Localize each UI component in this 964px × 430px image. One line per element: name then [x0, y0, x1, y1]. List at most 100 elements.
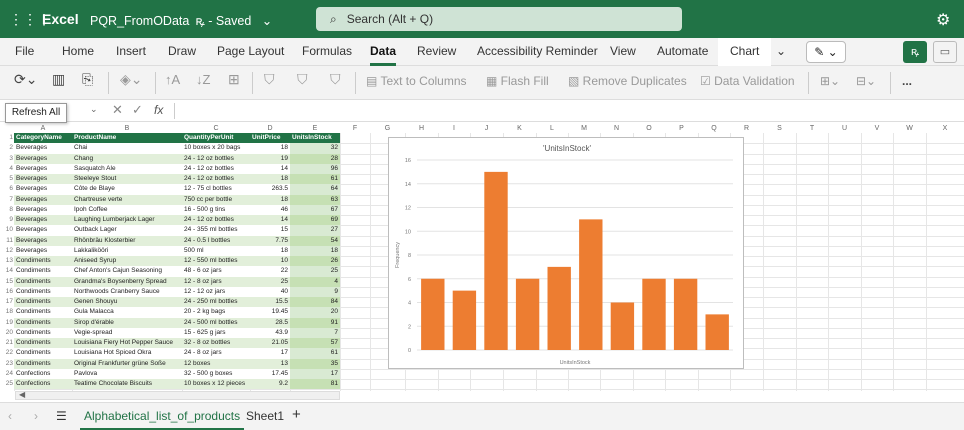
tab-file[interactable]: File — [15, 44, 35, 58]
table-cell[interactable]: Chartreuse verte — [72, 194, 182, 205]
row-header[interactable]: 17 — [5, 298, 13, 305]
table-cell[interactable]: 69 — [290, 215, 340, 226]
row-header[interactable]: 11 — [6, 236, 13, 244]
table-cell[interactable]: 14 — [250, 215, 290, 226]
table-cell[interactable]: Ipoh Coffee — [72, 204, 182, 215]
row-header[interactable]: 8 — [9, 205, 13, 213]
table-cell[interactable]: Confections — [14, 379, 72, 390]
table-cell[interactable]: Northwoods Cranberry Sauce — [72, 286, 182, 297]
column-header[interactable]: I — [453, 125, 455, 132]
table-cell[interactable]: 17 — [290, 368, 340, 379]
table-cell[interactable]: 57 — [290, 338, 340, 349]
table-cell[interactable]: 263.5 — [250, 184, 290, 195]
table-cell[interactable]: Condiments — [14, 348, 72, 359]
table-cell[interactable]: 12 boxes — [182, 358, 250, 369]
table-cell[interactable]: 12 - 8 oz jars — [182, 276, 250, 287]
table-cell[interactable]: 25 — [250, 276, 290, 287]
remove-duplicates-button[interactable]: ▧ Remove Duplicates — [568, 74, 687, 88]
table-cell[interactable]: 500 ml — [182, 245, 250, 256]
table-cell[interactable]: Beverages — [14, 174, 72, 185]
column-header[interactable]: B — [124, 125, 130, 132]
table-header-cell[interactable]: ProductName — [72, 133, 182, 144]
column-header[interactable]: C — [213, 125, 219, 132]
table-cell[interactable]: 91 — [290, 317, 340, 328]
column-header[interactable]: P — [679, 125, 684, 132]
row-header[interactable]: 2 — [9, 144, 13, 152]
table-cell[interactable]: 25 — [290, 266, 340, 277]
table-cell[interactable]: 20 - 2 kg bags — [182, 307, 250, 318]
table-cell[interactable]: Beverages — [14, 153, 72, 164]
table-cell[interactable]: Condiments — [14, 297, 72, 308]
table-cell[interactable]: 22 — [250, 266, 290, 277]
column-header[interactable]: G — [384, 125, 391, 132]
table-cell[interactable]: 20 — [290, 307, 340, 318]
column-header[interactable]: A — [40, 125, 46, 132]
row-header[interactable]: 20 — [5, 328, 13, 336]
sheet-tab-alphabetical-list[interactable]: Alphabetical_list_of_products — [79, 409, 245, 430]
reapply-filter-icon[interactable]: ⛉ — [330, 71, 341, 87]
prev-sheet-icon[interactable]: ‹ — [8, 409, 12, 423]
table-cell[interactable]: Condiments — [14, 256, 72, 267]
table-cell[interactable]: 10 boxes x 20 bags — [182, 143, 250, 154]
table-cell[interactable]: 28 — [290, 153, 340, 164]
ungroup-icon[interactable]: ⊟⌄ — [856, 74, 877, 88]
row-header[interactable]: 21 — [5, 339, 13, 346]
table-cell[interactable]: 15 — [250, 225, 290, 236]
table-cell[interactable]: Genen Shouyu — [72, 297, 182, 308]
table-cell[interactable]: 64 — [290, 184, 340, 195]
table-cell[interactable]: 24 - 0.5 l bottles — [182, 235, 250, 246]
table-cell[interactable]: 32 - 8 oz bottles — [182, 338, 250, 349]
refresh-all-icon[interactable]: ⟳⌄ — [14, 71, 38, 87]
table-cell[interactable]: 46 — [250, 204, 290, 215]
table-cell[interactable]: Condiments — [14, 338, 72, 349]
table-cell[interactable]: 61 — [290, 348, 340, 359]
clear-filter-icon[interactable]: ⛉ — [297, 71, 308, 87]
table-cell[interactable]: Condiments — [14, 317, 72, 328]
row-header[interactable]: 24 — [5, 369, 13, 377]
table-cell[interactable]: Sasquatch Ale — [72, 163, 182, 174]
table-cell[interactable]: 7.75 — [250, 235, 290, 246]
table-cell[interactable]: Vegie-spread — [72, 327, 182, 338]
column-header[interactable]: R — [743, 125, 750, 132]
column-header[interactable]: K — [517, 125, 522, 132]
table-cell[interactable]: 9.2 — [250, 379, 290, 390]
column-header[interactable]: T — [809, 125, 815, 132]
custom-sort-icon[interactable]: ⊞ — [228, 71, 240, 87]
table-cell[interactable]: 12 - 75 cl bottles — [182, 184, 250, 195]
more-options-button[interactable]: ... — [902, 74, 913, 88]
table-cell[interactable]: 24 - 12 oz bottles — [182, 174, 250, 185]
table-cell[interactable]: 54 — [290, 235, 340, 246]
table-cell[interactable]: Beverages — [14, 143, 72, 154]
table-cell[interactable]: Original Frankfurter grüne Soße — [72, 358, 182, 369]
column-header[interactable]: D — [267, 125, 273, 132]
column-header[interactable]: X — [942, 125, 948, 132]
more-tabs-chevron-icon[interactable]: ⌄ — [776, 44, 787, 58]
table-cell[interactable]: 24 - 500 ml bottles — [182, 317, 250, 328]
table-cell[interactable]: Condiments — [14, 276, 72, 287]
column-header[interactable]: E — [312, 125, 318, 132]
tab-review[interactable]: Review — [417, 44, 457, 58]
row-header[interactable]: 18 — [5, 308, 13, 316]
column-header[interactable]: J — [484, 125, 489, 132]
table-cell[interactable]: Condiments — [14, 327, 72, 338]
document-title[interactable]: PQR_FromOData ꝶ - Saved ⌄ — [90, 12, 272, 29]
table-cell[interactable]: 18 — [250, 143, 290, 154]
table-cell[interactable]: 4 — [290, 276, 340, 287]
table-cell[interactable]: 7 — [290, 327, 340, 338]
tab-insert[interactable]: Insert — [116, 44, 147, 58]
table-cell[interactable]: 43.9 — [250, 327, 290, 338]
app-launcher-icon[interactable]: ⋮⋮⋮ — [9, 11, 51, 27]
table-cell[interactable]: Côte de Blaye — [72, 184, 182, 195]
table-cell[interactable]: Louisiana Hot Spiced Okra — [72, 348, 182, 359]
row-header[interactable]: 12 — [5, 246, 13, 254]
workbook-links-icon[interactable]: ⎘ — [82, 71, 94, 87]
cancel-icon[interactable]: ✕ — [112, 102, 123, 117]
row-header[interactable]: 7 — [9, 195, 13, 203]
table-cell[interactable]: 15.5 — [250, 297, 290, 308]
tab-view[interactable]: View — [610, 44, 636, 58]
table-cell[interactable]: Condiments — [14, 358, 72, 369]
table-cell[interactable]: 32 - 500 g boxes — [182, 368, 250, 379]
column-header[interactable]: L — [550, 125, 554, 132]
table-cell[interactable]: 24 - 8 oz jars — [182, 348, 250, 359]
table-cell[interactable]: 13 — [250, 358, 290, 369]
